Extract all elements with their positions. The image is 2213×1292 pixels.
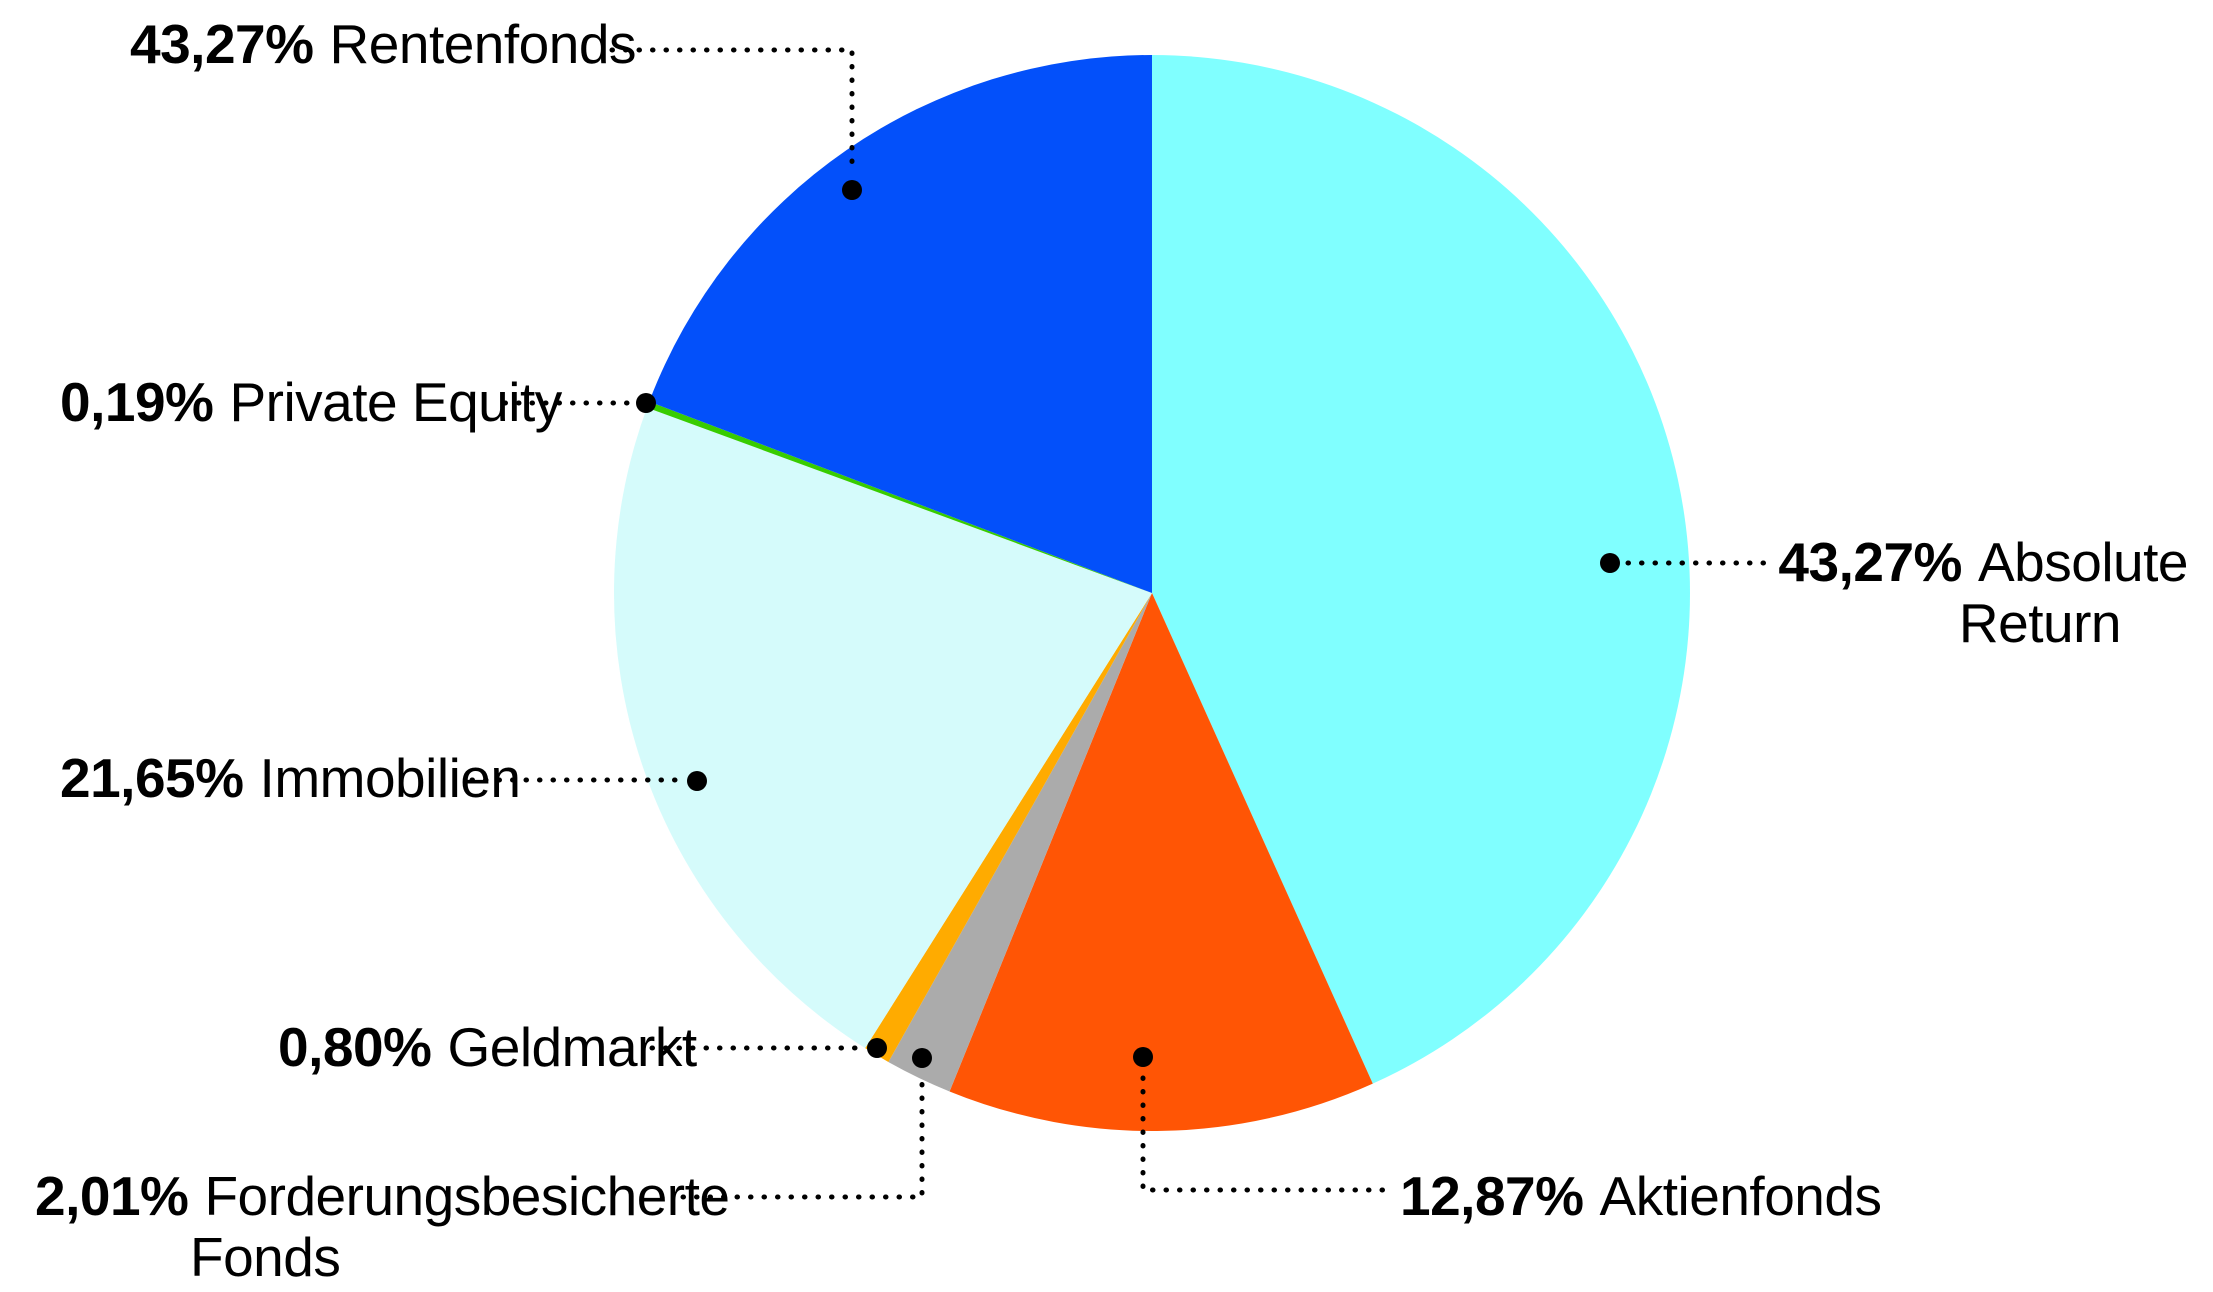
leader-rentenfonds	[609, 47, 855, 171]
label-immobilien: Immobilien	[259, 747, 521, 809]
pie-slice-immobilien	[613, 407, 1152, 1049]
marker-dot-rentenfonds	[842, 180, 862, 200]
label-fonds: Fonds	[190, 1226, 341, 1288]
marker-dot-immobilien	[687, 771, 707, 791]
leader-forderungsbesicherte-fonds	[680, 1077, 925, 1200]
pie-slice-aktienfonds	[949, 593, 1373, 1131]
label-rentenfonds: Rentenfonds	[329, 13, 637, 75]
callout-absolute-return: 43,27% Absolute Return	[1700, 535, 2188, 651]
callout-rentenfonds: 43,27% Rentenfonds	[130, 17, 636, 72]
percent-forderungsbesicherte-fonds: 2,01%	[35, 1165, 189, 1227]
marker-dot-forderungsbesicherte-fonds	[912, 1048, 932, 1068]
pie-slice-forderungsbesicherte-fonds	[888, 593, 1152, 1092]
marker-dot-absolute-return	[1600, 553, 1620, 573]
percent-aktienfonds: 12,87%	[1400, 1165, 1584, 1227]
pie-slice-private-equity	[646, 401, 1152, 593]
callout-aktienfonds: 12,87% Aktienfonds	[1400, 1169, 1882, 1224]
marker-dot-geldmarkt	[867, 1038, 887, 1058]
label-return: Return	[1958, 592, 2122, 654]
pie-slice-geldmarkt	[865, 593, 1152, 1062]
percent-immobilien: 21,65%	[60, 747, 244, 809]
label-geldmarkt: Geldmarkt	[447, 1016, 697, 1078]
label-forderungsbesicherte: Forderungsbesicherte	[204, 1165, 730, 1227]
percent-rentenfonds: 43,27%	[130, 13, 314, 75]
percent-geldmarkt: 0,80%	[278, 1016, 432, 1078]
callout-immobilien: 21,65% Immobilien	[60, 751, 521, 806]
label-aktienfonds: Aktienfonds	[1599, 1165, 1882, 1227]
pie-slice-rentenfonds	[649, 55, 1152, 593]
marker-dot-aktienfonds	[1133, 1047, 1153, 1067]
callout-forderungsbesicherte-fonds: 2,01% Forderungsbesicherte Fonds	[35, 1169, 730, 1288]
leader-aktienfonds	[1140, 1075, 1386, 1193]
callout-private-equity: 0,19% Private Equity	[60, 375, 562, 430]
percent-private-equity: 0,19%	[60, 371, 214, 433]
pie-slice-absolute-return	[1152, 55, 1690, 1084]
percent-absolute-return: 43,27%	[1778, 531, 1962, 593]
marker-dot-private-equity	[636, 393, 656, 413]
label-absolute: Absolute	[1977, 531, 2189, 593]
callout-geldmarkt: 0,80% Geldmarkt	[278, 1020, 697, 1075]
pie-slices	[613, 55, 1690, 1131]
label-private-equity: Private Equity	[229, 371, 562, 433]
